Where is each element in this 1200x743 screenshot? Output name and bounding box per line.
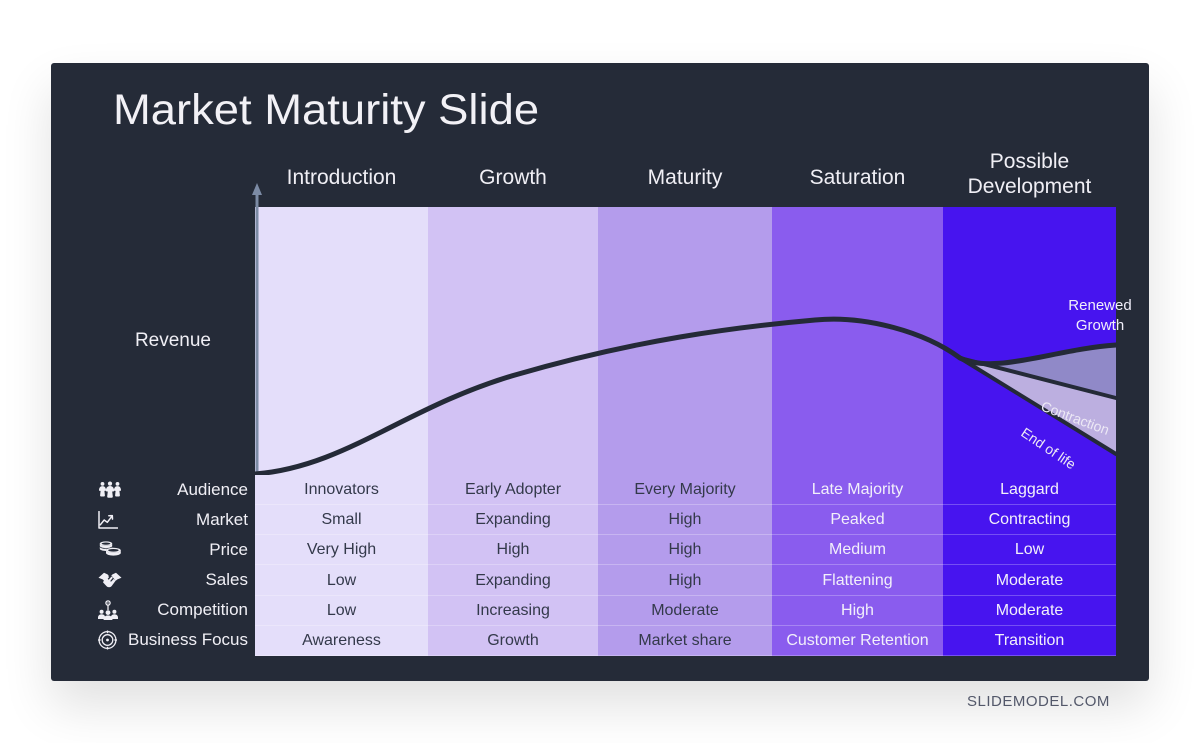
svg-text:Renewed: Renewed	[1068, 297, 1131, 314]
svg-text:Growth: Growth	[1076, 317, 1124, 334]
svg-text:End of life: End of life	[1018, 424, 1079, 472]
